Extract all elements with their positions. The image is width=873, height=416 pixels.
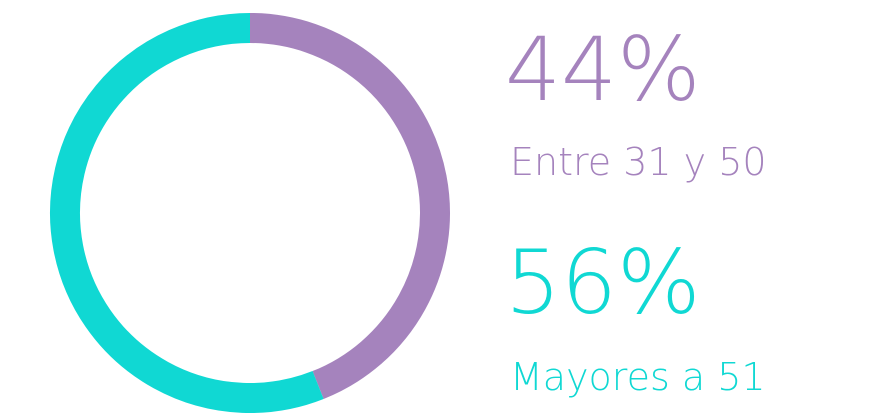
value-label: 56% (505, 231, 701, 334)
value-label: 44% (505, 18, 701, 121)
donut-segment (249, 13, 450, 399)
legend-label: Entre 31 y 50 (510, 140, 767, 184)
legend-label: Mayores a 51 (510, 355, 766, 399)
donut-segment (50, 13, 324, 413)
